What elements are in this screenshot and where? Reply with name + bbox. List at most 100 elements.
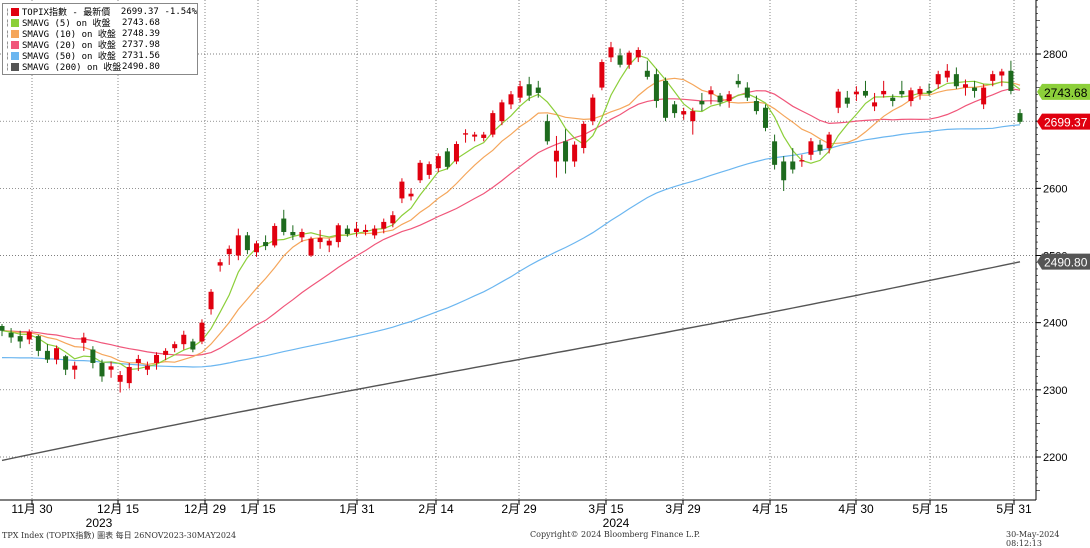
- candle-body: [790, 161, 796, 170]
- legend-tree-icon: ¦: [5, 51, 10, 60]
- candle: [244, 231, 250, 255]
- candle-body: [363, 229, 369, 232]
- candle: [399, 178, 405, 204]
- x-tick-label: 2月 29: [501, 502, 537, 516]
- candle: [408, 188, 414, 201]
- candle: [690, 107, 696, 135]
- candle: [181, 330, 187, 350]
- candle-body: [63, 356, 69, 370]
- candle: [135, 354, 141, 372]
- legend-item: ¦ TOPIX指數 - 最新價 2699.37 -1.54%: [5, 6, 197, 19]
- candle: [63, 354, 69, 376]
- candle: [199, 319, 205, 345]
- sma50-line: [1, 124, 1021, 368]
- x-tick-label: 12月 15: [97, 502, 139, 516]
- moving-average-lines: [1, 54, 1021, 462]
- candle-body: [435, 156, 441, 169]
- candle-body: [681, 111, 687, 115]
- candle-body: [862, 90, 868, 96]
- candle: [235, 228, 241, 261]
- candle-body: [763, 107, 768, 128]
- candle: [653, 68, 659, 108]
- candle-body: [826, 134, 832, 149]
- candle: [890, 94, 896, 107]
- candle: [862, 80, 868, 98]
- candle-body: [117, 375, 123, 382]
- legend-swatch: [11, 40, 19, 49]
- candle: [272, 223, 278, 248]
- candle-body: [226, 248, 232, 255]
- candle: [608, 41, 614, 63]
- legend-series-name: TOPIX指數 - 最新價: [21, 8, 111, 18]
- candle-body: [599, 62, 605, 88]
- footer-copyright: Copyright© 2024 Bloomberg Finance L.P.: [530, 530, 700, 539]
- last-value-tag: 2699.37: [1037, 113, 1090, 130]
- legend-tree-icon: ¦: [5, 62, 10, 71]
- candle-body: [17, 336, 23, 342]
- candle-body: [126, 366, 132, 384]
- legend-series-value: 2490.80: [122, 61, 160, 72]
- sma200-line: [1, 261, 1021, 462]
- candle-body: [572, 144, 578, 162]
- x-tick-label: 1月 31: [339, 502, 375, 516]
- candle-body: [744, 87, 750, 98]
- candle: [281, 209, 287, 236]
- legend-item: ¦ SMAVG (20) on 收盤 2737.98: [5, 39, 197, 52]
- candle: [517, 80, 523, 103]
- candle-body: [408, 193, 414, 197]
- candle: [926, 83, 932, 96]
- candle-body: [490, 113, 496, 135]
- candle-body: [953, 74, 959, 87]
- candle: [381, 218, 387, 234]
- candle: [663, 77, 669, 122]
- tag-value: 2699.37: [1044, 116, 1088, 130]
- candle: [972, 80, 978, 98]
- candle-body: [899, 90, 905, 95]
- candle: [881, 80, 887, 98]
- candle-body: [217, 262, 223, 266]
- candle: [335, 223, 341, 248]
- tag-background: [1037, 253, 1090, 270]
- candle: [108, 361, 114, 378]
- candle: [8, 328, 14, 343]
- y-tick-label: 2800: [1043, 49, 1067, 61]
- legend-swatch: [11, 62, 19, 71]
- candle-body: [835, 91, 841, 108]
- candle: [799, 154, 805, 167]
- legend-series-name: SMAVG (50) on 收盤: [22, 52, 116, 62]
- candle: [944, 64, 950, 83]
- candle: [899, 80, 905, 98]
- candle: [708, 86, 714, 105]
- legend-series-value: 2748.39: [122, 28, 160, 39]
- candle: [808, 137, 814, 161]
- candle: [763, 104, 768, 132]
- legend-series-value: 2699.37: [120, 6, 159, 17]
- candle: [499, 99, 505, 126]
- candle: [44, 344, 50, 363]
- candle: [544, 114, 550, 145]
- legend-swatch: [10, 7, 19, 16]
- candle-body: [381, 221, 387, 229]
- candle-body: [735, 80, 741, 85]
- candle-body: [944, 70, 950, 78]
- x-tick-label: 3月 29: [665, 502, 701, 516]
- candle-body: [908, 90, 914, 102]
- candle-body: [663, 80, 669, 118]
- candle-body: [563, 141, 569, 162]
- candle: [717, 92, 723, 107]
- candle: [790, 148, 796, 174]
- candle: [290, 225, 296, 241]
- candle: [526, 76, 532, 102]
- candle: [672, 101, 678, 118]
- candle-body: [299, 231, 305, 238]
- candle: [463, 129, 469, 143]
- y-tick-label: 2400: [1043, 318, 1067, 330]
- legend-swatch: [11, 51, 19, 60]
- legend-tree-icon: ¦: [5, 29, 10, 38]
- candle-body: [472, 134, 478, 137]
- candle-body: [608, 47, 614, 58]
- year-label: 2024: [603, 516, 630, 530]
- candle: [308, 236, 314, 257]
- candle: [326, 238, 332, 253]
